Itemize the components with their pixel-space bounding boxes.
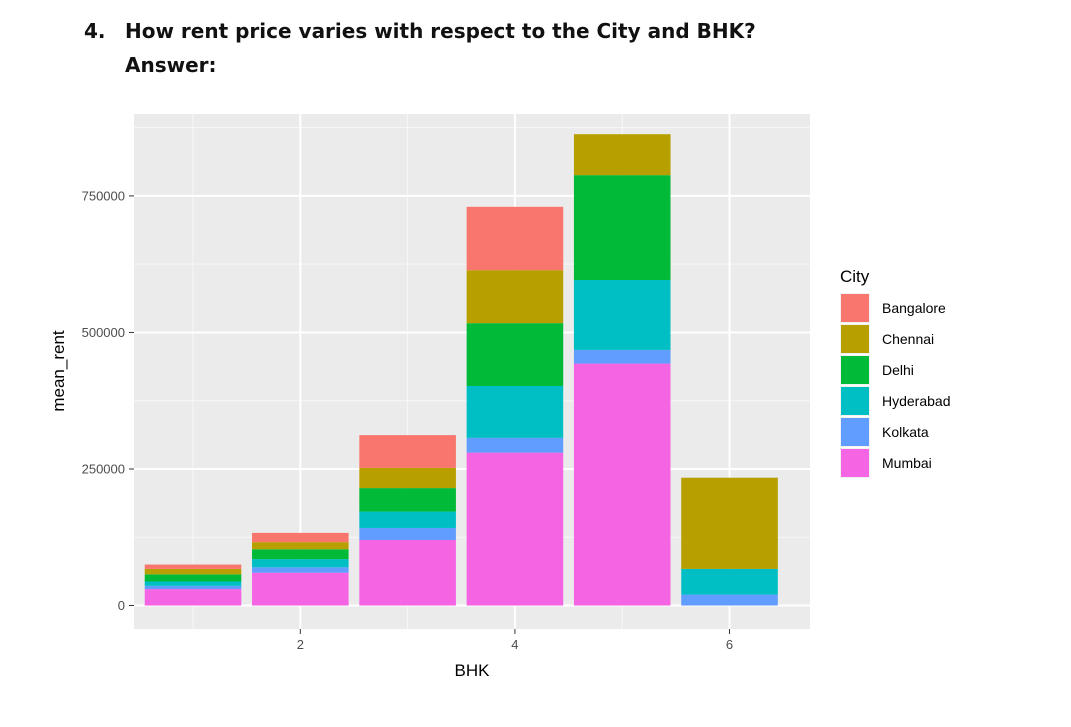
bar-bhk3-mumbai (359, 539, 456, 606)
x-tick-label: 4 (511, 637, 518, 652)
bar-bhk2-bangalore (252, 532, 349, 543)
bar-bhk3-chennai (359, 467, 456, 489)
legend-swatch-kolkata (841, 418, 869, 446)
legend-label-kolkata: Kolkata (882, 424, 929, 440)
legend-label-bangalore: Bangalore (882, 300, 946, 316)
axes: 0 250000 500000 750000 2 4 6 (82, 188, 734, 652)
bar-bhk3-bangalore (359, 435, 456, 468)
bar-bhk1-chennai (144, 568, 242, 575)
bar-bhk6-kolkata (681, 594, 778, 606)
bar-bhk2-delhi (252, 549, 349, 560)
y-axis-label: mean_rent (49, 330, 68, 412)
bar-bhk4-chennai (466, 270, 564, 324)
legend-swatch-chennai (841, 325, 869, 353)
legend-label-delhi: Delhi (882, 362, 914, 378)
bar-bhk1-hyderabad (144, 581, 242, 586)
bar-bhk2-kolkata (252, 567, 349, 573)
legend-title: City (840, 267, 870, 286)
legend-label-mumbai: Mumbai (882, 455, 932, 471)
y-tick-label: 500000 (82, 325, 125, 340)
bar-bhk3-kolkata (359, 527, 456, 540)
bar-bhk4-hyderabad (466, 385, 564, 438)
question-heading: 4. How rent price varies with respect to … (84, 14, 756, 82)
legend-swatch-hyderabad (841, 387, 869, 415)
legend-swatch-mumbai (841, 449, 869, 477)
bar-bhk3-hyderabad (359, 511, 456, 528)
x-tick-label: 6 (726, 637, 733, 652)
bar-bhk5-hyderabad (573, 280, 671, 350)
bar-bhk2-hyderabad (252, 559, 349, 568)
y-tick-label: 0 (118, 598, 125, 613)
legend: City Bangalore Chennai Delhi Hyderabad Kolka… (840, 267, 951, 478)
x-tick-label: 2 (297, 637, 304, 652)
bar-bhk1-kolkata (144, 585, 242, 590)
bar-bhk1-mumbai (144, 589, 242, 606)
bars (144, 134, 778, 606)
bar-bhk3-delhi (359, 488, 456, 512)
legend-label-hyderabad: Hyderabad (882, 393, 951, 409)
bar-bhk1-bangalore (144, 564, 242, 569)
bar-bhk5-delhi (573, 175, 671, 281)
bar-bhk4-mumbai (466, 452, 564, 606)
y-tick-label: 750000 (82, 188, 125, 203)
legend-swatch-delhi (841, 356, 869, 384)
bar-bhk5-mumbai (573, 363, 671, 606)
bar-bhk4-kolkata (466, 437, 564, 453)
bar-bhk4-bangalore (466, 206, 564, 271)
bar-bhk5-chennai (573, 134, 671, 176)
question-text: How rent price varies with respect to th… (125, 19, 756, 43)
legend-swatch-bangalore (841, 294, 869, 322)
bar-bhk5-kolkata (573, 349, 671, 364)
question-number: 4. (84, 19, 106, 43)
bar-bhk1-delhi (144, 574, 242, 582)
bar-bhk4-delhi (466, 323, 564, 386)
y-tick-label: 250000 (82, 461, 125, 476)
bar-bhk6-chennai (681, 477, 778, 569)
bar-bhk6-hyderabad (681, 568, 778, 595)
answer-label: Answer: (125, 53, 217, 77)
bar-bhk2-mumbai (252, 572, 349, 606)
bar-bhk2-chennai (252, 542, 349, 550)
x-axis-label: BHK (455, 661, 491, 680)
legend-label-chennai: Chennai (882, 331, 934, 347)
